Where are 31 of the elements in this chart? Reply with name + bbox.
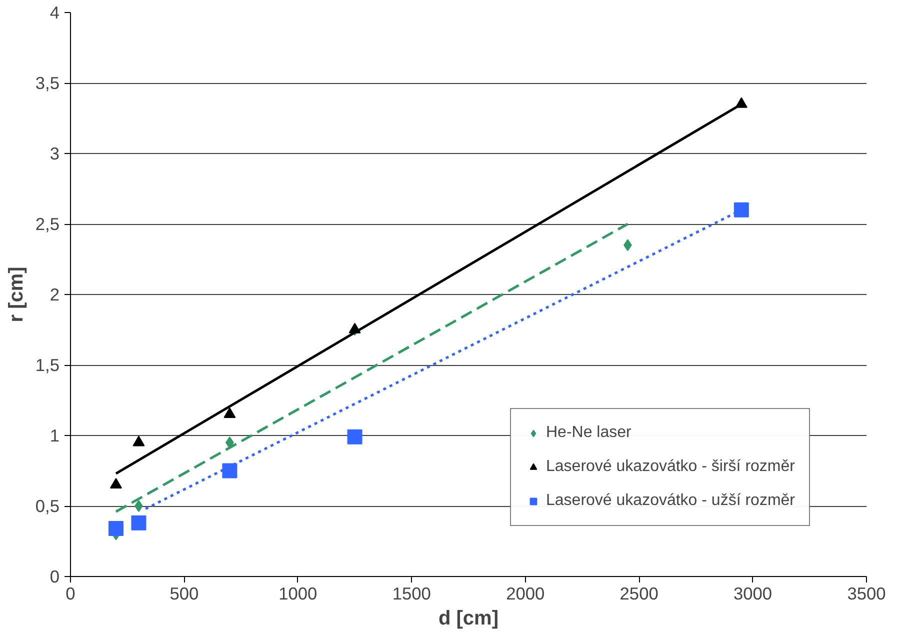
y-tick-label: 4 [50, 2, 60, 22]
legend-label: Laserové ukazovátko - širší rozměr [546, 458, 795, 476]
x-tick-label: 3500 [847, 584, 886, 604]
y-tick-label: 3,5 [35, 73, 60, 93]
y-tick-label: 0,5 [35, 496, 60, 516]
x-tick-label: 500 [170, 584, 199, 604]
x-tick-label: 1000 [278, 584, 318, 604]
x-tick-label: 3000 [734, 584, 772, 604]
x-tick-label: 1500 [392, 584, 431, 604]
point [132, 436, 145, 446]
point [347, 429, 362, 444]
y-tick-label: 2 [50, 284, 60, 304]
x-tick-label: 2000 [506, 584, 545, 604]
point [734, 202, 749, 218]
y-axis-title: r [cm] [5, 266, 28, 322]
legend-label: He-Ne laser [546, 424, 632, 442]
point [110, 478, 122, 489]
point [134, 500, 143, 512]
y-tick-label: 3 [50, 144, 60, 164]
x-tick-label: 0 [66, 584, 76, 604]
y-tick-label: 2,5 [35, 214, 60, 234]
point [131, 515, 146, 530]
point [224, 408, 236, 418]
point [222, 463, 238, 478]
y-tick-label: 1 [50, 426, 60, 446]
x-tick-label: 2500 [620, 584, 658, 604]
y-tick-label: 1,5 [35, 355, 60, 375]
legend-label: Laserové ukazovátko - užší rozměr [546, 492, 795, 510]
point [108, 521, 124, 536]
y-tick-label: 0 [50, 566, 60, 586]
x-axis-title: d [cm] [438, 608, 498, 630]
